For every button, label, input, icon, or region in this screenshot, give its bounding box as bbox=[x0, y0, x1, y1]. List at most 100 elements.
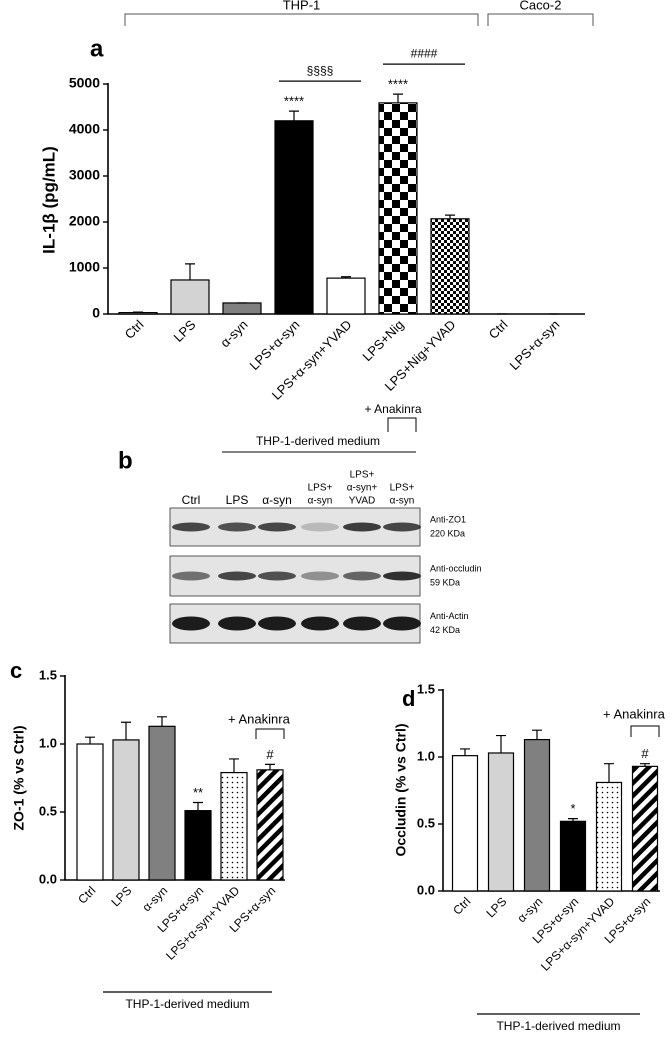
x-tick-label: Ctrl bbox=[75, 883, 98, 906]
group-bracket bbox=[487, 13, 594, 26]
x-tick-label: LPS bbox=[171, 317, 199, 345]
panel-label: c bbox=[10, 658, 22, 683]
bar bbox=[326, 277, 366, 315]
y-tick-label: 1.5 bbox=[39, 667, 57, 682]
bar bbox=[170, 279, 210, 315]
bar bbox=[430, 218, 470, 315]
group-label: THP-1-derived medium bbox=[256, 434, 380, 448]
error-bar bbox=[532, 729, 542, 740]
blot-band bbox=[258, 522, 296, 532]
blot-band bbox=[172, 522, 210, 532]
bar bbox=[487, 752, 515, 892]
y-axis-title: ZO-1 (% vs Ctrl) bbox=[11, 725, 27, 830]
x-tick-label: α-syn bbox=[217, 317, 250, 350]
x-tick-label: LPS bbox=[108, 883, 134, 909]
x-tick-label: LPS bbox=[483, 894, 509, 920]
y-tick-label: 5000 bbox=[69, 75, 100, 91]
group-label: THP-1-derived medium bbox=[125, 997, 249, 1011]
bracket bbox=[630, 725, 660, 737]
x-tick-label: LPS+α-syn bbox=[507, 317, 563, 373]
bar bbox=[451, 755, 479, 892]
blot-band bbox=[343, 522, 381, 532]
x-tick-label: α-syn bbox=[140, 883, 171, 914]
lane-label: α-syn+ bbox=[347, 483, 378, 494]
y-tick-label: 0.0 bbox=[39, 871, 57, 886]
bar bbox=[220, 771, 248, 881]
blot-band bbox=[343, 571, 381, 581]
bracket bbox=[255, 728, 285, 739]
lane-label: Ctrl bbox=[182, 493, 201, 507]
blot-band bbox=[301, 571, 339, 581]
y-tick-label: 0.5 bbox=[417, 815, 435, 830]
error-bar bbox=[185, 263, 195, 280]
error-bar bbox=[393, 93, 403, 103]
bar bbox=[378, 102, 418, 315]
blot-band bbox=[383, 571, 421, 581]
y-axis-title: IL-1β (pg/mL) bbox=[39, 146, 58, 254]
blot-band bbox=[301, 522, 339, 532]
x-tick-label: Ctrl bbox=[450, 894, 473, 917]
x-tick-label: LPS+α-syn bbox=[247, 317, 303, 373]
blot-weight: 59 KDa bbox=[430, 577, 460, 587]
significance-label: * bbox=[570, 801, 575, 816]
x-tick-label: Ctrl bbox=[486, 317, 511, 342]
x-tick-label: α-syn bbox=[515, 894, 546, 925]
lane-label: LPS bbox=[226, 493, 249, 507]
blot-band bbox=[343, 616, 381, 631]
error-bar bbox=[265, 763, 275, 770]
y-tick-label: 0 bbox=[92, 305, 100, 321]
error-bar bbox=[496, 734, 506, 753]
bar bbox=[256, 769, 284, 881]
lane-label: YVAD bbox=[349, 496, 376, 507]
group-label: THP-1-derived medium bbox=[496, 1019, 620, 1033]
error-bar bbox=[121, 721, 131, 740]
comparison-label: #### bbox=[411, 46, 438, 60]
blot-band bbox=[258, 571, 296, 581]
comparison-label: §§§§ bbox=[307, 63, 334, 77]
x-tick-label: Ctrl bbox=[122, 317, 147, 342]
bar bbox=[274, 120, 314, 315]
bar bbox=[76, 743, 104, 881]
bar bbox=[184, 810, 212, 881]
significance-label: **** bbox=[388, 77, 408, 92]
y-tick-label: 0.5 bbox=[39, 803, 57, 818]
panel-label: d bbox=[402, 686, 415, 711]
y-tick-label: 1.5 bbox=[417, 681, 435, 696]
bar bbox=[112, 739, 140, 881]
bar bbox=[595, 781, 623, 892]
blot-weight: 42 KDa bbox=[430, 625, 460, 635]
bar bbox=[523, 738, 551, 892]
significance-label: # bbox=[266, 747, 274, 762]
group-label: Caco-2 bbox=[520, 0, 562, 12]
bar bbox=[222, 302, 262, 315]
blot-band bbox=[218, 571, 256, 581]
significance-label: **** bbox=[284, 94, 304, 109]
blot-weight: 220 KDa bbox=[430, 528, 465, 538]
bracket-label: + Anakinra bbox=[364, 402, 421, 416]
blot-band bbox=[383, 616, 421, 631]
error-bar bbox=[229, 758, 239, 773]
y-tick-label: 4000 bbox=[69, 121, 100, 137]
lane-label: LPS+ bbox=[350, 470, 375, 481]
error-bar bbox=[289, 110, 299, 121]
lane-label: LPS+ bbox=[390, 483, 415, 494]
error-bar bbox=[640, 763, 650, 767]
panel-label: a bbox=[90, 35, 104, 62]
lane-label: LPS+ bbox=[308, 483, 333, 494]
bracket-label: + Anakinra bbox=[228, 711, 291, 726]
y-tick-label: 1000 bbox=[69, 259, 100, 275]
bracket-label: + Anakinra bbox=[603, 706, 666, 721]
y-tick-label: 2000 bbox=[69, 213, 100, 229]
blot-band bbox=[172, 616, 210, 631]
y-tick-label: 3000 bbox=[69, 167, 100, 183]
error-bar bbox=[157, 716, 167, 727]
significance-label: ** bbox=[193, 785, 203, 800]
blot-antibody: Anti-Actin bbox=[430, 611, 469, 621]
blot-antibody: Anti-occludin bbox=[430, 563, 482, 573]
bar bbox=[118, 312, 158, 315]
error-bar bbox=[445, 214, 455, 219]
error-bar bbox=[341, 276, 351, 279]
group-bracket bbox=[124, 13, 479, 26]
